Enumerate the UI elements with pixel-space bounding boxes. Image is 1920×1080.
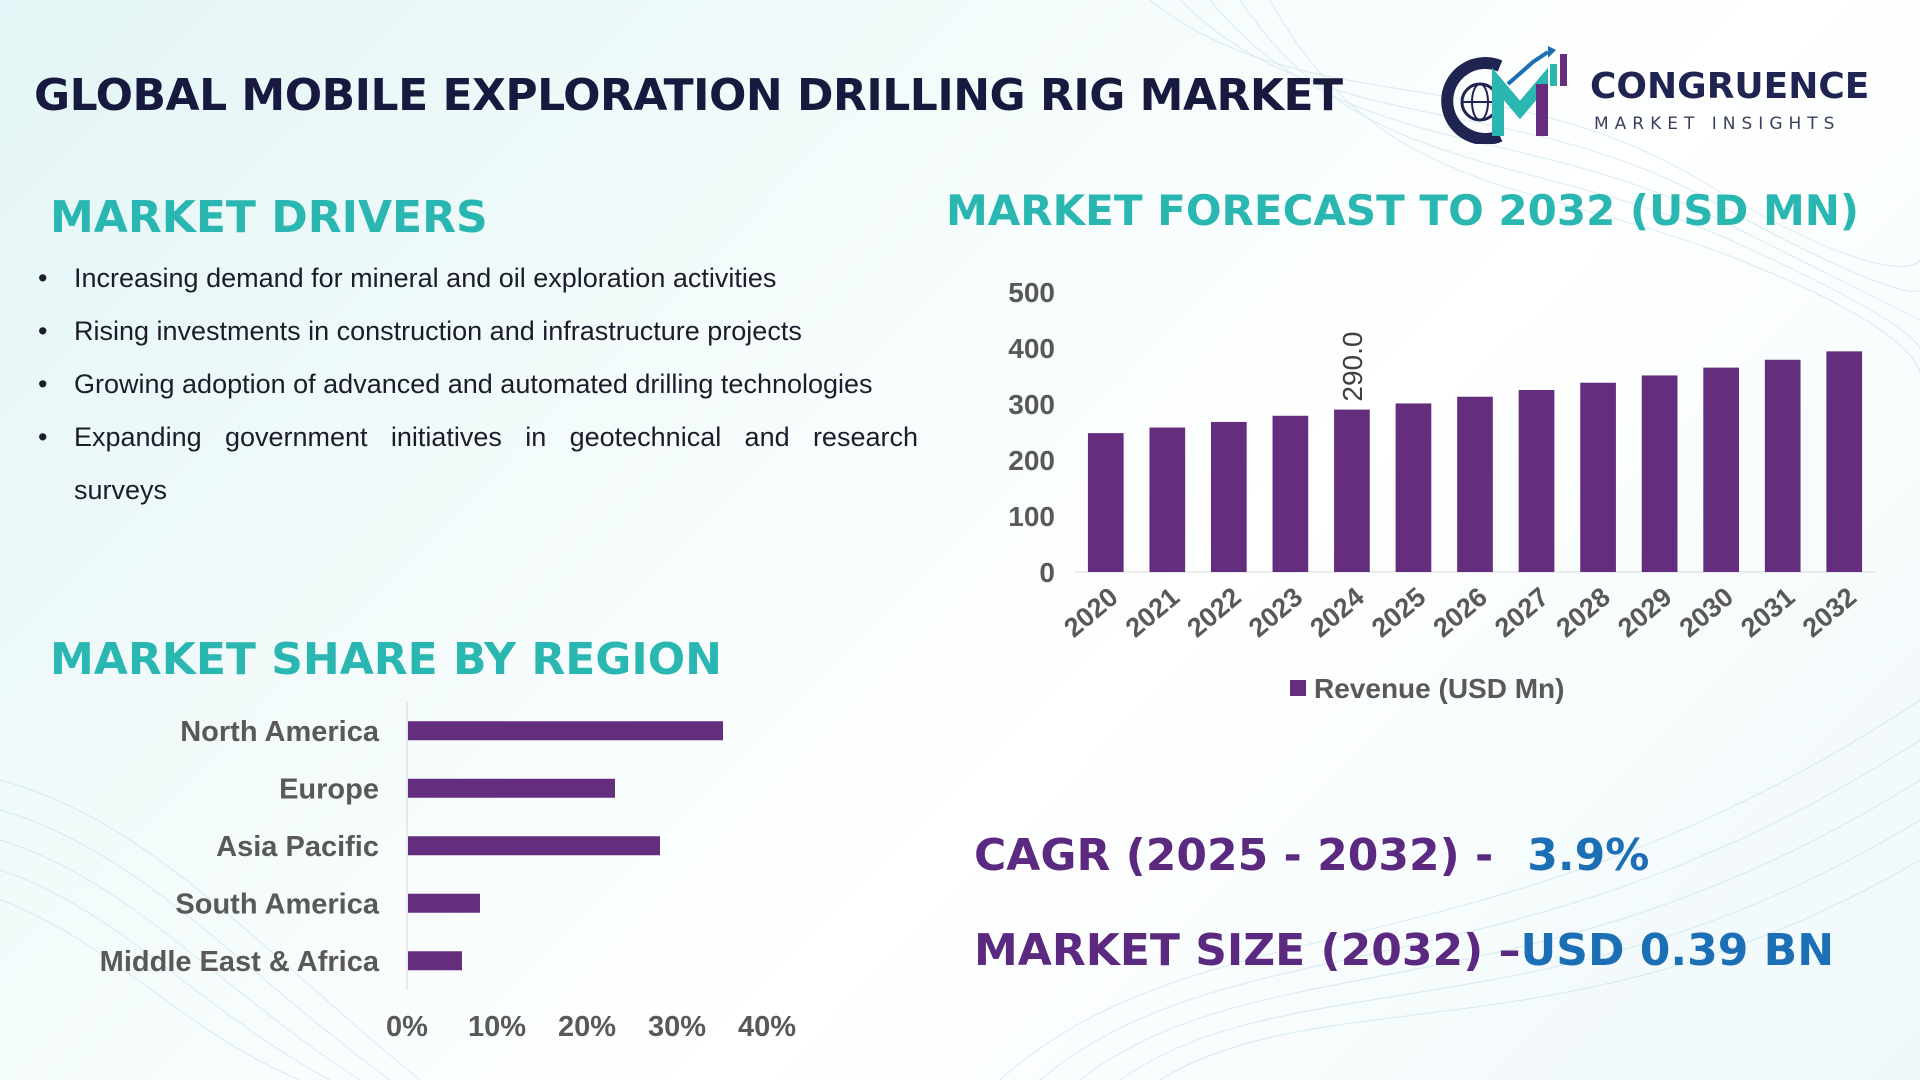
revenue-bar-2030 <box>1703 367 1739 572</box>
revenue-bar-2027 <box>1518 390 1555 572</box>
y-tick-label: 200 <box>1008 445 1055 476</box>
revenue-bar-2029 <box>1641 375 1678 572</box>
region-label: South America <box>175 888 379 920</box>
region-label: Middle East & Africa <box>100 946 380 978</box>
region-label: Asia Pacific <box>216 831 379 863</box>
region-bar <box>408 893 480 913</box>
forecast-title: MARKET FORECAST TO 2032 (USD MN) <box>946 186 1860 235</box>
region-title: MARKET SHARE BY REGION <box>50 634 722 685</box>
x-tick-label: 2026 <box>1428 582 1493 644</box>
y-tick-label: 100 <box>1008 501 1055 532</box>
x-tick-label: 30% <box>648 1011 706 1043</box>
y-tick-label: 0 <box>1039 557 1055 588</box>
revenue-bar-2022 <box>1211 421 1247 572</box>
x-tick-label: 2031 <box>1735 582 1800 644</box>
page-title: GLOBAL MOBILE EXPLORATION DRILLING RIG M… <box>34 70 1343 121</box>
market-size-label: MARKET SIZE (2032) – <box>974 925 1521 976</box>
market-size-value: USD 0.39 BN <box>1520 925 1835 976</box>
x-tick-label: 40% <box>738 1011 796 1043</box>
driver-item: Rising investments in construction and i… <box>34 305 918 358</box>
x-tick-label: 20% <box>558 1011 616 1043</box>
x-tick-label: 2020 <box>1058 582 1123 644</box>
region-bar <box>408 721 723 741</box>
driver-item: Expanding government initiatives in geot… <box>34 411 918 517</box>
market-size-kpi: MARKET SIZE (2032) –USD 0.39 BN <box>974 925 1834 976</box>
revenue-bar-2032 <box>1826 351 1863 572</box>
drivers-title: MARKET DRIVERS <box>50 192 488 243</box>
x-tick-label: 2030 <box>1674 582 1739 644</box>
logo-tagline: MARKET INSIGHTS <box>1594 114 1841 134</box>
driver-item: Increasing demand for mineral and oil ex… <box>34 252 918 305</box>
revenue-bar-2020 <box>1087 433 1124 572</box>
y-tick-label: 400 <box>1008 333 1055 364</box>
region-bar <box>408 951 462 971</box>
revenue-bar-2024 <box>1334 409 1370 572</box>
driver-item: Growing adoption of advanced and automat… <box>34 358 918 411</box>
cm-globe-growth-icon <box>1441 46 1567 144</box>
x-tick-label: 2022 <box>1181 582 1246 644</box>
region-label: Europe <box>279 773 379 805</box>
x-tick-label: 2024 <box>1304 582 1369 644</box>
y-tick-label: 300 <box>1008 389 1055 420</box>
revenue-bar-2025 <box>1395 403 1432 572</box>
logo: CONGRUENCE MARKET INSIGHTS <box>1438 44 1898 144</box>
drivers-list: Increasing demand for mineral and oil ex… <box>34 252 918 517</box>
x-tick-label: 10% <box>468 1011 526 1043</box>
legend-label: Revenue (USD Mn) <box>1314 673 1564 704</box>
x-tick-label: 2029 <box>1612 582 1677 644</box>
x-tick-label: 2027 <box>1489 582 1554 644</box>
cagr-kpi: CAGR (2025 - 2032) - 3.9% <box>974 830 1649 881</box>
y-tick-label: 500 <box>1008 277 1055 308</box>
region-bar <box>408 778 615 798</box>
logo-name: CONGRUENCE <box>1590 66 1870 107</box>
x-tick-label: 0% <box>386 1011 428 1043</box>
region-label: North America <box>180 716 380 748</box>
x-tick-label: 2021 <box>1120 582 1185 644</box>
cagr-label: CAGR (2025 - 2032) - <box>974 830 1494 881</box>
revenue-bar-2031 <box>1764 359 1801 572</box>
revenue-bar-2026 <box>1457 396 1493 572</box>
x-tick-label: 2028 <box>1551 582 1616 644</box>
forecast-bar-chart: 0 100 200 300 400 500 202020212022202320242025… <box>1008 277 1875 704</box>
region-bar-chart: North America Europe Asia Pacific South Ame… <box>100 702 796 1043</box>
revenue-bar-2028 <box>1580 382 1616 572</box>
x-tick-label: 2032 <box>1797 582 1862 644</box>
revenue-bar-2023 <box>1272 415 1309 572</box>
region-bar <box>408 836 660 856</box>
cagr-value: 3.9% <box>1527 830 1650 881</box>
data-label: 290.0 <box>1337 332 1368 402</box>
revenue-bar-2021 <box>1149 427 1186 572</box>
legend: Revenue (USD Mn) <box>1290 673 1564 704</box>
legend-swatch <box>1290 680 1306 696</box>
x-tick-label: 2025 <box>1366 582 1431 644</box>
x-tick-label: 2023 <box>1243 582 1308 644</box>
